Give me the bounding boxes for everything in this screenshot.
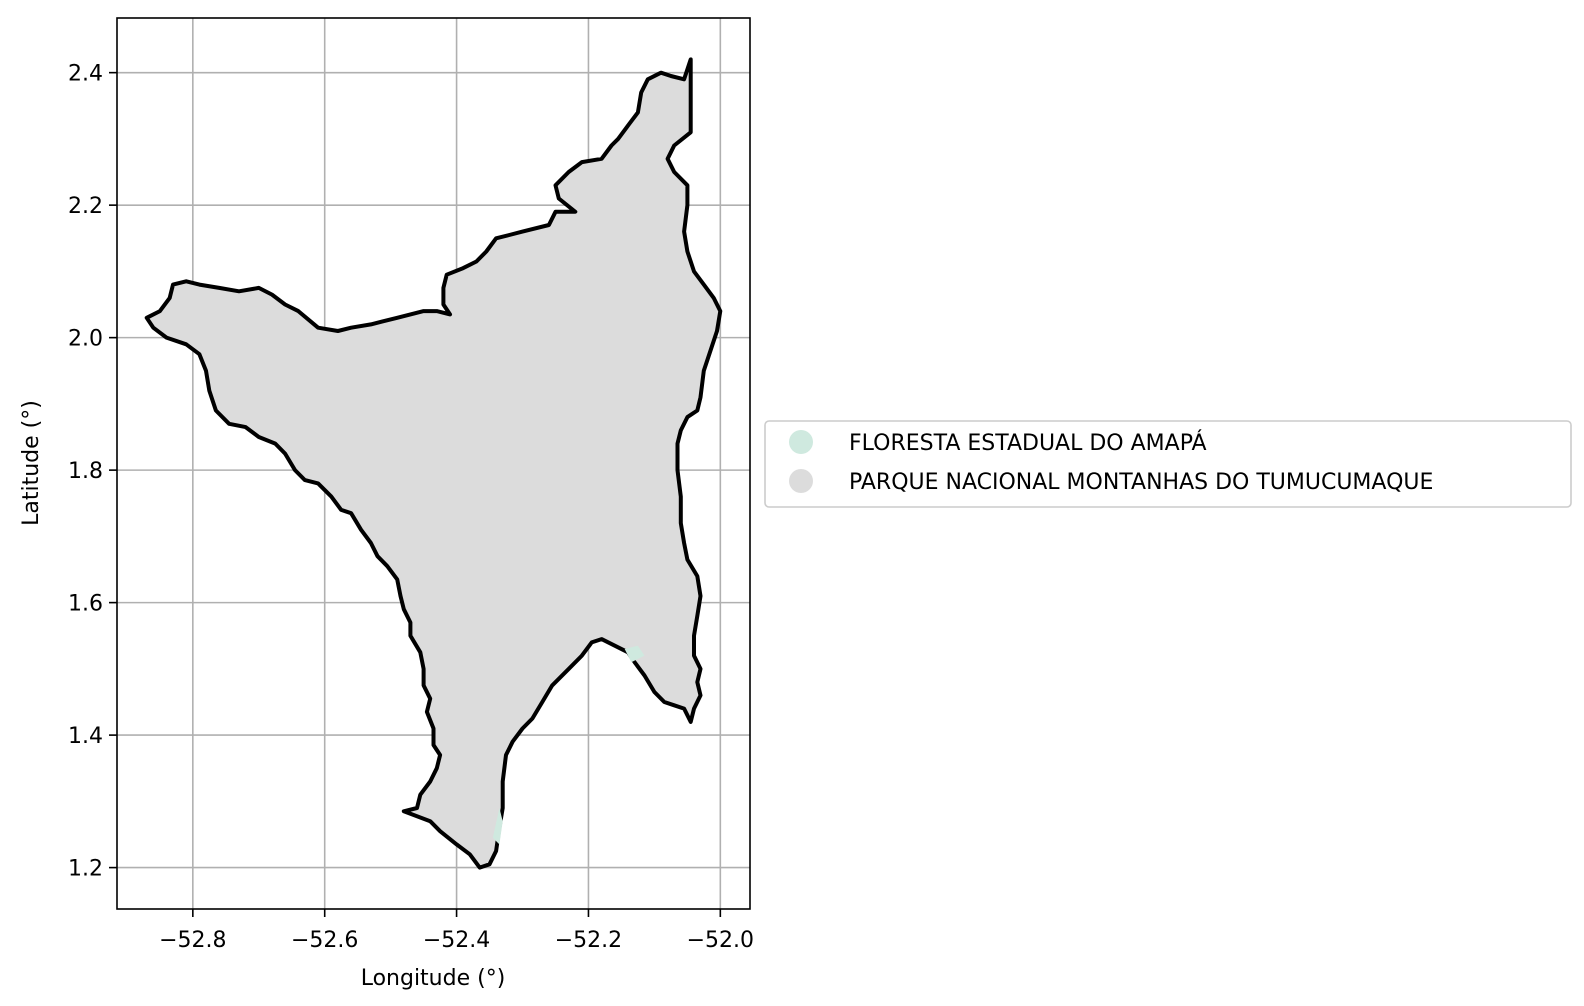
region-1: [624, 645, 645, 663]
x-tick-label-0: −52.8: [159, 928, 226, 953]
y-tick-label-4: 2.0: [68, 327, 103, 352]
y-axis-ticks: 1.2 1.4 1.6 1.8 2.0 2.2 2.4: [68, 62, 117, 882]
y-tick-label-1: 1.4: [68, 724, 103, 749]
plot-area: −52.8 −52.6 −52.4 −52.2 −52.0 1.2 1.4 1.6 1.8 2.…: [68, 17, 754, 953]
legend-frame: [764, 420, 1572, 508]
x-tick-label-2: −52.4: [423, 928, 490, 953]
legend-label-floresta: FLORESTA ESTADUAL DO AMAPÁ: [849, 430, 1207, 456]
legend-marker-floresta: [789, 430, 813, 454]
region-2: [492, 808, 503, 845]
region-0: [144, 57, 723, 870]
x-tick-label-3: −52.2: [555, 928, 622, 953]
region-layer: [144, 57, 723, 870]
legend-marker-parque: [789, 469, 813, 493]
legend-label-parque: PARQUE NACIONAL MONTANHAS DO TUMUCUMAQUE: [849, 470, 1433, 495]
y-tick-label-2: 1.6: [68, 592, 103, 617]
y-tick-label-3: 1.8: [68, 459, 103, 484]
x-axis-ticks: −52.8 −52.6 −52.4 −52.2 −52.0: [159, 909, 754, 953]
x-axis-label: Longitude (°): [361, 966, 506, 991]
x-tick-label-1: −52.6: [291, 928, 358, 953]
y-axis-label: Latitude (°): [19, 400, 44, 526]
y-tick-label-5: 2.2: [68, 194, 103, 219]
axes-frame: [116, 17, 751, 910]
y-tick-label-6: 2.4: [68, 62, 103, 87]
y-tick-label-0: 1.2: [68, 857, 103, 882]
x-tick-label-4: −52.0: [687, 928, 754, 953]
legend: FLORESTA ESTADUAL DO AMAPÁ PARQUE NACION…: [764, 420, 1572, 508]
